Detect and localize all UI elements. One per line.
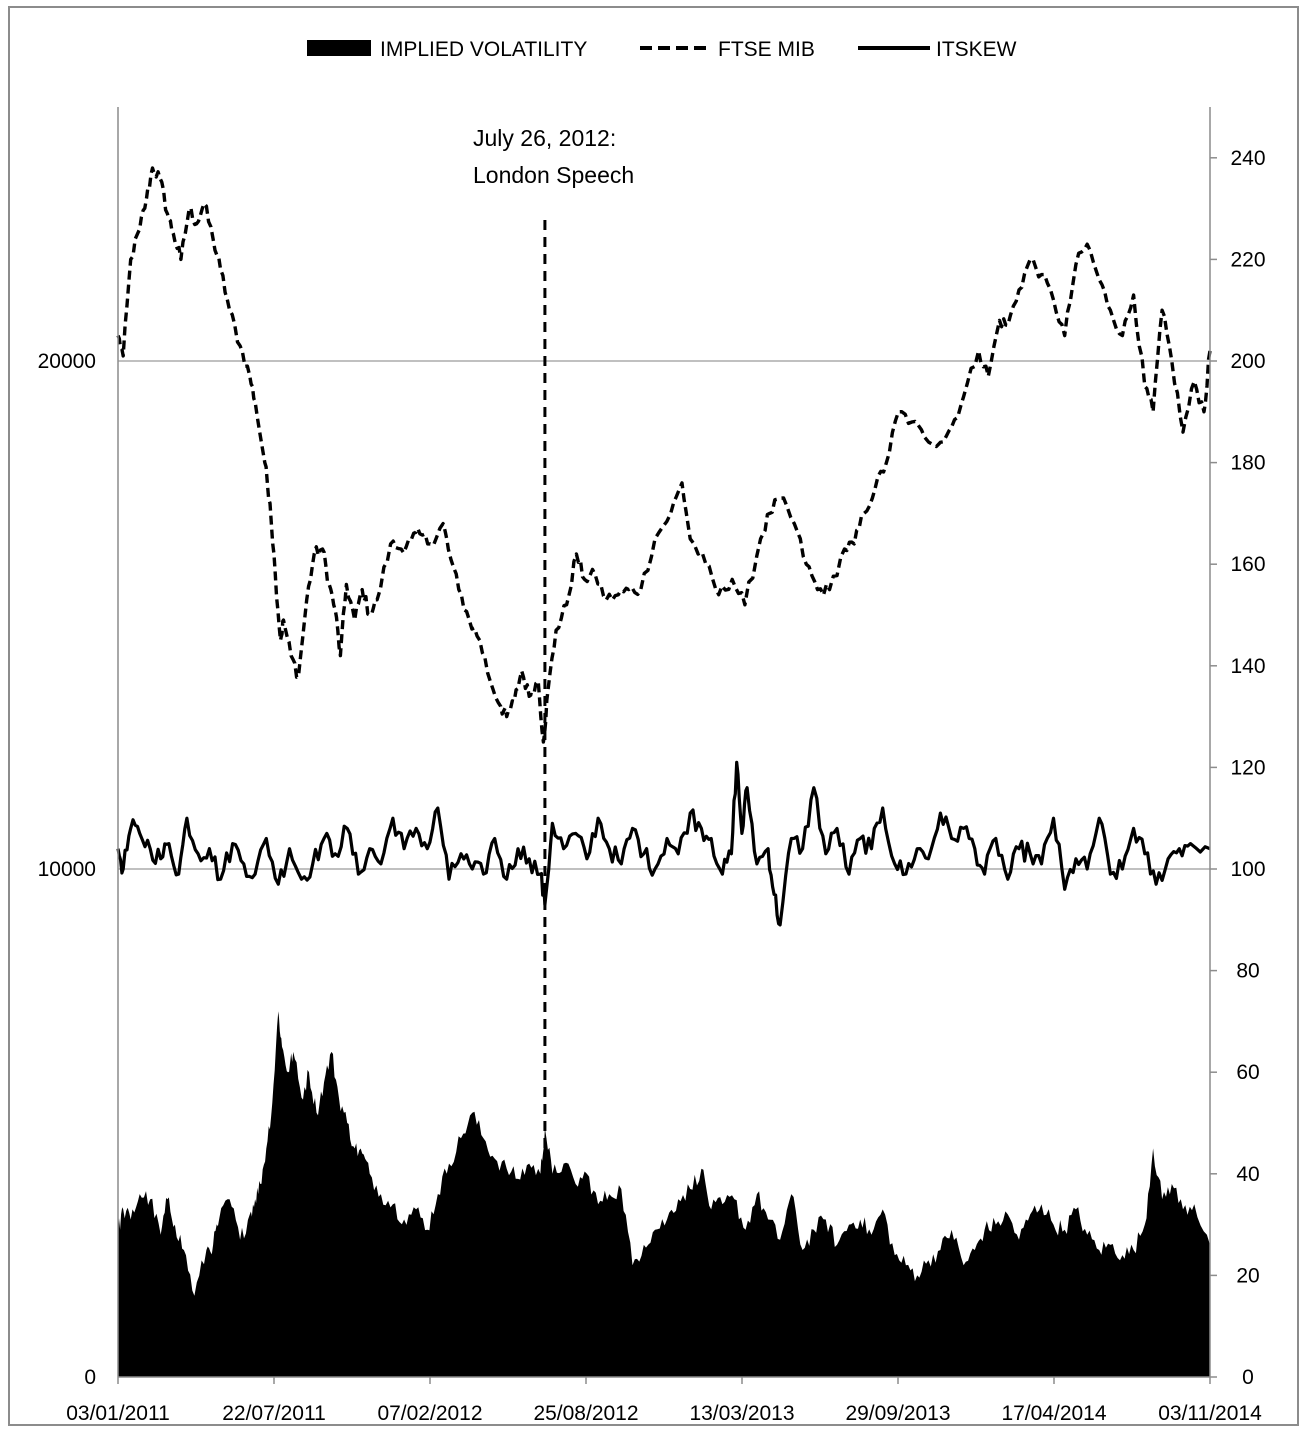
x-tick-label-5: 29/09/2013 xyxy=(845,1402,950,1425)
left-axis-ticks: 0 10000 20000 xyxy=(38,350,96,1389)
legend-label-implied-volatility: IMPLIED VOLATILITY xyxy=(380,38,587,61)
implied-volatility-area xyxy=(118,1011,1210,1377)
right-tick-label-6: 120 xyxy=(1230,756,1265,779)
x-tick-label-7: 03/11/2014 xyxy=(1158,1402,1262,1425)
x-tick-label-4: 13/03/2013 xyxy=(689,1402,794,1425)
axes xyxy=(117,107,1211,1378)
legend-label-ftse-mib: FTSE MIB xyxy=(718,38,815,61)
right-tick-label-8: 160 xyxy=(1230,553,1265,576)
series-area-implied-volatility xyxy=(118,1011,1210,1377)
gridlines xyxy=(118,360,1210,870)
left-tick-label-2: 20000 xyxy=(38,350,96,373)
x-tick-label-0: 03/01/2011 xyxy=(66,1402,170,1425)
right-tick-label-3: 60 xyxy=(1236,1061,1259,1084)
x-tick-label-6: 17/04/2014 xyxy=(1001,1402,1106,1425)
itskew-line xyxy=(116,760,1211,927)
x-axis-ticks: 03/01/2011 22/07/2011 07/02/2012 25/08/2012… xyxy=(66,1377,1262,1425)
right-tick-label-11: 220 xyxy=(1230,248,1265,271)
x-tick-label-2: 07/02/2012 xyxy=(377,1402,482,1425)
legend: IMPLIED VOLATILITY FTSE MIB ITSKEW xyxy=(307,38,1017,61)
ftse-mib-line xyxy=(116,166,1212,744)
legend-swatch-implied-volatility xyxy=(307,40,371,56)
right-tick-label-2: 40 xyxy=(1236,1163,1259,1186)
annotation: July 26, 2012: London Speech xyxy=(473,125,634,1377)
x-tick-label-3: 25/08/2012 xyxy=(533,1402,638,1425)
legend-label-itskew: ITSKEW xyxy=(936,38,1017,61)
right-tick-label-10: 200 xyxy=(1230,350,1265,373)
right-tick-label-9: 180 xyxy=(1230,452,1265,475)
series-line-itskew xyxy=(116,760,1211,927)
left-tick-label-0: 0 xyxy=(84,1366,96,1389)
right-tick-label-0: 0 xyxy=(1242,1366,1254,1389)
annotation-label-line2: London Speech xyxy=(473,162,634,188)
right-tick-label-4: 80 xyxy=(1236,960,1259,983)
chart-frame xyxy=(8,6,1299,1426)
right-tick-label-5: 100 xyxy=(1230,858,1265,881)
annotation-label-line1: July 26, 2012: xyxy=(473,125,616,151)
right-tick-label-1: 20 xyxy=(1236,1264,1259,1287)
right-axis-ticks: 0 20 40 60 80 100 120 140 160 180 200 220 240 xyxy=(1210,147,1266,1389)
left-tick-label-1: 10000 xyxy=(38,858,96,881)
right-tick-label-12: 240 xyxy=(1230,147,1265,170)
x-tick-label-1: 22/07/2011 xyxy=(222,1402,326,1425)
series-line-ftse-mib xyxy=(116,166,1212,744)
right-tick-label-7: 140 xyxy=(1230,655,1265,678)
